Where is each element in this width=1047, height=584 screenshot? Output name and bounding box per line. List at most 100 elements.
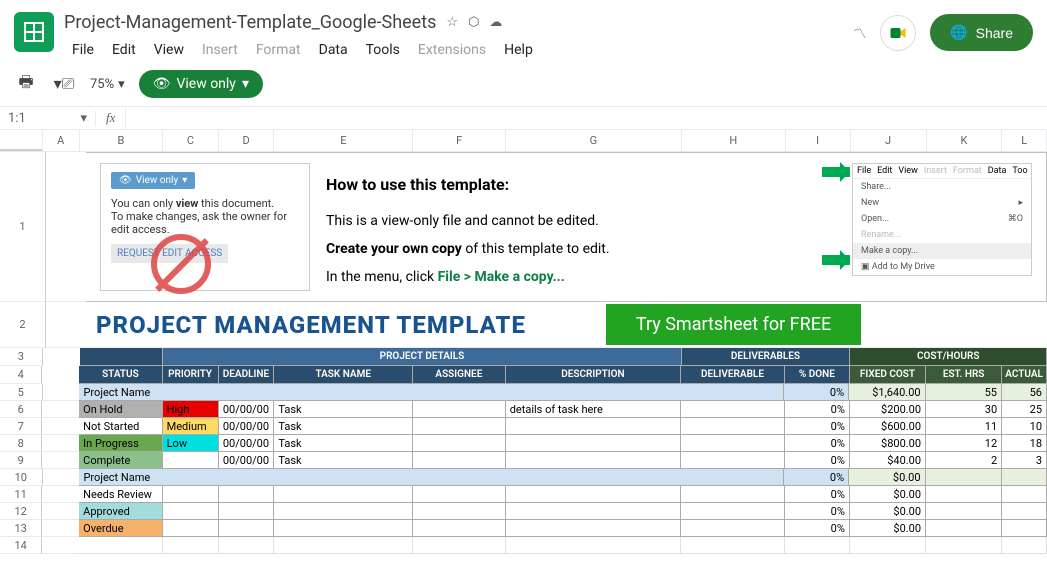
cell[interactable]: Task (274, 435, 413, 452)
cell[interactable] (681, 503, 785, 520)
cell[interactable] (413, 435, 506, 452)
cell[interactable]: 10 (1002, 418, 1047, 435)
priority-cell[interactable] (163, 452, 219, 469)
cell[interactable]: 0% (785, 418, 850, 435)
cell[interactable]: $0.00 (850, 486, 926, 503)
row-number[interactable]: 4 (0, 366, 42, 384)
filter-icon[interactable]: ▾⎚ (52, 74, 76, 94)
cell[interactable] (219, 486, 275, 503)
cell[interactable]: 3 (1002, 452, 1047, 469)
select-all-corner[interactable] (0, 130, 43, 151)
cell[interactable] (681, 537, 785, 554)
col-header-I[interactable]: I (786, 130, 851, 151)
cell[interactable] (413, 401, 506, 418)
cell[interactable] (506, 537, 681, 554)
zoom-select[interactable]: 75% ▾ (90, 77, 125, 92)
meet-icon[interactable] (880, 15, 916, 51)
cell[interactable] (1002, 486, 1047, 503)
status-cell[interactable]: Approved (79, 503, 162, 520)
cell[interactable]: 0% (785, 520, 850, 537)
priority-cell[interactable] (163, 520, 219, 537)
cell[interactable] (1002, 503, 1047, 520)
row-number[interactable]: 7 (0, 418, 42, 435)
menu-edit[interactable]: Edit (104, 38, 144, 62)
cell[interactable]: 0% (784, 469, 849, 486)
cell[interactable] (926, 503, 1002, 520)
row-number[interactable]: 6 (0, 401, 42, 418)
cell[interactable] (413, 418, 506, 435)
col-header-D[interactable]: D (219, 130, 275, 151)
col-header-A[interactable]: A (43, 130, 80, 151)
priority-cell[interactable] (163, 486, 219, 503)
cell[interactable]: 11 (926, 418, 1002, 435)
view-only-pill[interactable]: 👁 View only ▾ (139, 70, 263, 98)
row-number[interactable]: 13 (0, 520, 42, 537)
cell[interactable]: $600.00 (850, 418, 926, 435)
col-header-B[interactable]: B (80, 130, 163, 151)
cell[interactable] (413, 503, 506, 520)
cell[interactable] (274, 537, 413, 554)
priority-cell[interactable]: Medium (163, 418, 219, 435)
cell[interactable]: $1,640.00 (849, 384, 925, 401)
cell[interactable]: Task (274, 452, 413, 469)
priority-cell[interactable]: High (163, 401, 219, 418)
menu-help[interactable]: Help (496, 38, 541, 62)
row-number[interactable]: 5 (0, 384, 43, 401)
cell[interactable]: 00/00/00 (219, 435, 275, 452)
cell[interactable] (413, 520, 506, 537)
print-icon[interactable]: 🖶 (14, 71, 38, 98)
doc-title[interactable]: Project-Management-Template_Google-Sheet… (64, 12, 436, 33)
cell[interactable] (681, 435, 785, 452)
status-cell[interactable]: In Progress (79, 435, 162, 452)
cell[interactable] (79, 537, 162, 554)
col-header-L[interactable]: L (1002, 130, 1047, 151)
menu-file[interactable]: File (64, 38, 102, 62)
cell[interactable]: 0% (785, 452, 850, 469)
cell[interactable] (219, 520, 275, 537)
col-header-J[interactable]: J (851, 130, 927, 151)
project-name-cell[interactable]: Project Name (79, 469, 783, 486)
cell[interactable] (681, 520, 785, 537)
cell[interactable] (681, 452, 785, 469)
cloud-icon[interactable]: ☁ (489, 15, 502, 30)
cell[interactable]: 25 (1002, 401, 1047, 418)
cell[interactable] (274, 520, 413, 537)
cell[interactable] (1002, 520, 1047, 537)
row-number[interactable]: 2 (0, 302, 46, 348)
status-cell[interactable]: Needs Review (79, 486, 162, 503)
cell[interactable] (413, 452, 506, 469)
cell[interactable] (926, 520, 1002, 537)
cell[interactable] (681, 486, 785, 503)
cell[interactable]: $200.00 (850, 401, 926, 418)
cell[interactable]: 55 (926, 384, 1002, 401)
row-number[interactable]: 1 (0, 152, 46, 302)
cell[interactable] (506, 486, 681, 503)
cell[interactable] (413, 486, 506, 503)
col-header-H[interactable]: H (682, 130, 786, 151)
move-icon[interactable]: ⬡ (468, 15, 479, 30)
cell[interactable] (219, 537, 275, 554)
menu-tools[interactable]: Tools (358, 38, 408, 62)
cell[interactable] (274, 503, 413, 520)
star-icon[interactable]: ☆ (446, 15, 458, 30)
cell[interactable]: 18 (1002, 435, 1047, 452)
cell[interactable]: $0.00 (850, 520, 926, 537)
priority-cell[interactable] (163, 503, 219, 520)
sheets-logo[interactable] (14, 12, 54, 52)
try-smartsheet-button[interactable]: Try Smartsheet for FREE (606, 304, 861, 345)
col-header-C[interactable]: C (163, 130, 219, 151)
menu-data[interactable]: Data (311, 38, 356, 62)
cell[interactable]: 0% (785, 401, 850, 418)
cell[interactable]: $800.00 (850, 435, 926, 452)
cell[interactable] (506, 435, 681, 452)
cell[interactable]: $0.00 (850, 503, 926, 520)
cell[interactable]: Task (274, 401, 413, 418)
cell[interactable]: 56 (1002, 384, 1047, 401)
cell[interactable] (681, 401, 785, 418)
cell[interactable] (681, 418, 785, 435)
status-cell[interactable]: Overdue (79, 520, 162, 537)
status-cell[interactable]: Not Started (79, 418, 162, 435)
row-number[interactable]: 12 (0, 503, 42, 520)
col-header-K[interactable]: K (927, 130, 1003, 151)
cell[interactable] (506, 452, 681, 469)
